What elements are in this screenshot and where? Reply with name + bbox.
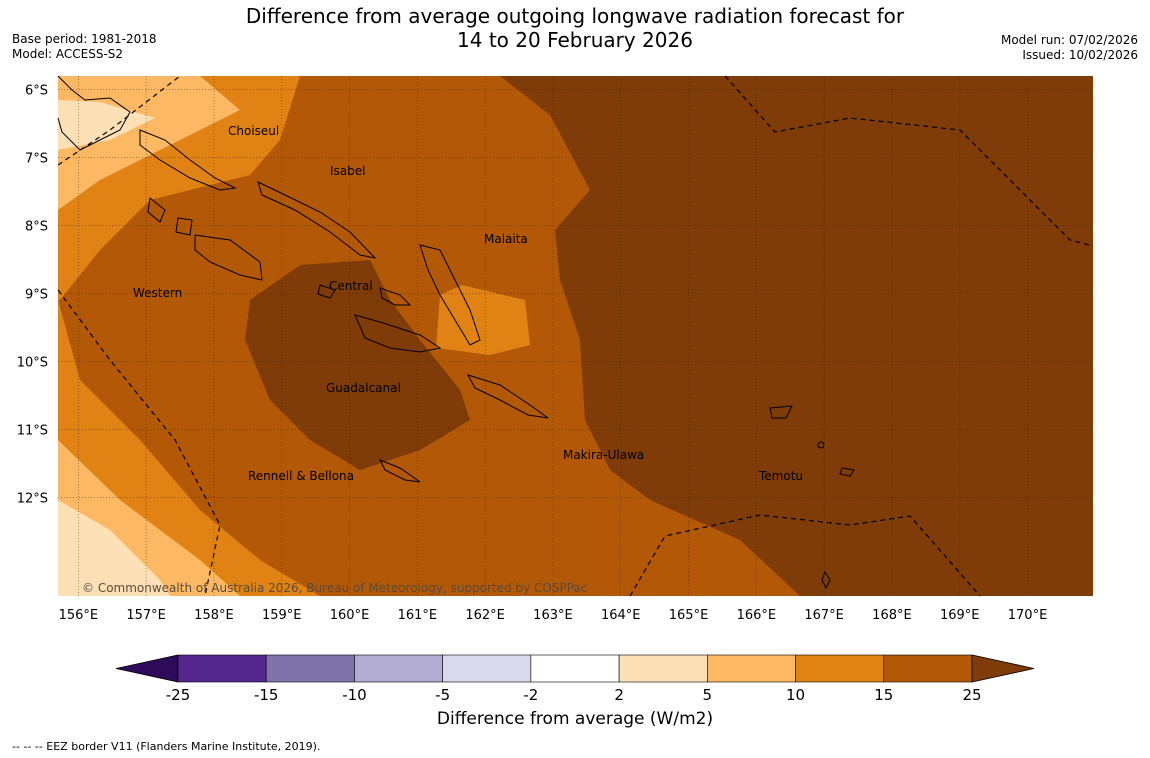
lat-tick-label: 11°S: [17, 424, 48, 439]
lon-tick-label: 162°E: [465, 608, 505, 623]
shade-2-5-nw: [58, 100, 155, 150]
lat-tick-label: 9°S: [25, 288, 48, 303]
santa-cruz-coast: [769, 405, 793, 419]
eez-border-nw: [57, 75, 181, 166]
guadalcanal-coast: [354, 314, 442, 353]
colorbar-tick-label: -5: [435, 686, 450, 704]
lon-tick-label: 165°E: [669, 608, 709, 623]
title-line-1: Difference from average outgoing longwav…: [245, 4, 905, 28]
lon-tick-label: 157°E: [126, 608, 166, 623]
eez-footnote: -- -- -- EEZ border V11 (Flanders Marine…: [12, 740, 321, 753]
place-western: Western: [133, 286, 182, 300]
malaita-coast: [419, 244, 481, 346]
base-period: Base period: 1981-2018: [12, 32, 157, 46]
colorbar-tick-label: -2: [523, 686, 538, 704]
shade-over-25-east: [500, 76, 1093, 596]
rennell-coast: [378, 459, 421, 483]
place-guadalcanal: Guadalcanal: [326, 381, 401, 395]
russell-islands-coast: [317, 284, 336, 299]
tinakula-coast: [817, 441, 825, 449]
temotu-islet-coast: [839, 467, 855, 477]
colorbar: -25 -15 -10 -5 -2 2 5 10 15 25: [115, 654, 1035, 704]
lat-tick-label: 7°S: [25, 152, 48, 167]
meta-left: Base period: 1981-2018 Model: ACCESS-S2: [12, 32, 157, 62]
colorbar-tick-label: 10: [786, 686, 805, 704]
place-central: Central: [329, 279, 373, 293]
place-malaita: Malaita: [484, 232, 528, 246]
lon-tick-label: 161°E: [398, 608, 438, 623]
colorbar-tick-label: 5: [703, 686, 713, 704]
chart-title: Difference from average outgoing longwav…: [0, 4, 1150, 52]
florida-islands-coast: [379, 287, 412, 306]
colorbar-bin: [354, 654, 443, 683]
isabel-coast: [257, 181, 377, 259]
meta-right: Model run: 07/02/2026 Issued: 10/02/2026: [1001, 33, 1138, 63]
copyright-notice: © Commonwealth of Australia 2026, Bureau…: [82, 581, 587, 595]
eez-borders: [57, 75, 1094, 597]
lon-tick-label: 159°E: [262, 608, 302, 623]
lon-tick-label: 167°E: [804, 608, 844, 623]
colorbar-tick-label: -25: [166, 686, 191, 704]
colorbar-tick-label: 15: [874, 686, 893, 704]
lon-tick-label: 160°E: [330, 608, 370, 623]
lon-tick-label: 168°E: [872, 608, 912, 623]
model-name: Model: ACCESS-S2: [12, 47, 124, 61]
place-isabel: Isabel: [330, 164, 365, 178]
lon-tick-label: 164°E: [601, 608, 641, 623]
colorbar-tick-label: -10: [342, 686, 367, 704]
anomaly-shading: [58, 76, 1093, 596]
shade-10-15-central: [436, 285, 530, 355]
shade-over-25-guadalcanal: [245, 260, 470, 470]
vella-lavella-coast: [147, 197, 166, 223]
choiseul-coast: [139, 129, 237, 191]
lat-tick-label: 10°S: [17, 356, 48, 371]
kolombangara-coast: [175, 217, 193, 236]
colorbar-tick-label: 25: [962, 686, 981, 704]
bougainville-coast: [57, 75, 131, 151]
eez-border-sw: [57, 289, 221, 597]
colorbar-bin: [795, 654, 885, 683]
lat-tick-label: 12°S: [17, 492, 48, 507]
lat-tick-label: 8°S: [25, 220, 48, 235]
colorbar-bin: [707, 654, 796, 683]
lon-tick-label: 169°E: [940, 608, 980, 623]
colorbar-bin: [177, 654, 267, 683]
model-run: Model run: 07/02/2026: [1000, 33, 1138, 47]
makira-coast: [466, 374, 549, 419]
lon-tick-label: 170°E: [1008, 608, 1048, 623]
title-line-2: 14 to 20 February 2026: [457, 28, 693, 52]
place-choiseul: Choiseul: [228, 124, 279, 138]
south-islet-coast: [821, 570, 831, 590]
colorbar-bin: [530, 654, 620, 683]
coastlines: [57, 75, 855, 590]
lon-tick-label: 166°E: [737, 608, 777, 623]
lat-tick-label: 6°S: [25, 84, 48, 99]
colorbar-tick-label: -15: [254, 686, 279, 704]
issued-date: Issued: 10/02/2026: [1022, 48, 1138, 62]
colorbar-bin: [883, 654, 973, 683]
place-labels: Choiseul Isabel Malaita Western Central …: [133, 124, 803, 483]
shade-2-5-sw: [58, 500, 170, 596]
colorbar-label: Difference from average (W/m2): [436, 709, 714, 729]
colorbar-bin: [442, 654, 532, 683]
colorbar-max-arrow: [971, 654, 1035, 683]
lon-tick-label: 158°E: [194, 608, 234, 623]
place-makira-ulawa: Makira-Ulawa: [563, 448, 644, 462]
eez-border-se: [629, 514, 981, 597]
new-georgia-coast: [194, 234, 263, 281]
lon-tick-label: 163°E: [533, 608, 573, 623]
colorbar-min-arrow: [115, 654, 179, 683]
longitude-labels: 156°E 157°E 158°E 159°E 160°E 161°E 162°E 163°E…: [59, 608, 1048, 623]
latitude-labels: 6°S 7°S 8°S 9°S 10°S 11°S 12°S: [17, 84, 48, 507]
colorbar-tick-label: 2: [614, 686, 624, 704]
lon-tick-label: 156°E: [59, 608, 99, 623]
place-temotu: Temotu: [758, 469, 803, 483]
colorbar-bin: [265, 654, 355, 683]
colorbar-bin: [618, 654, 708, 683]
place-rennell-bellona: Rennell & Bellona: [248, 469, 354, 483]
